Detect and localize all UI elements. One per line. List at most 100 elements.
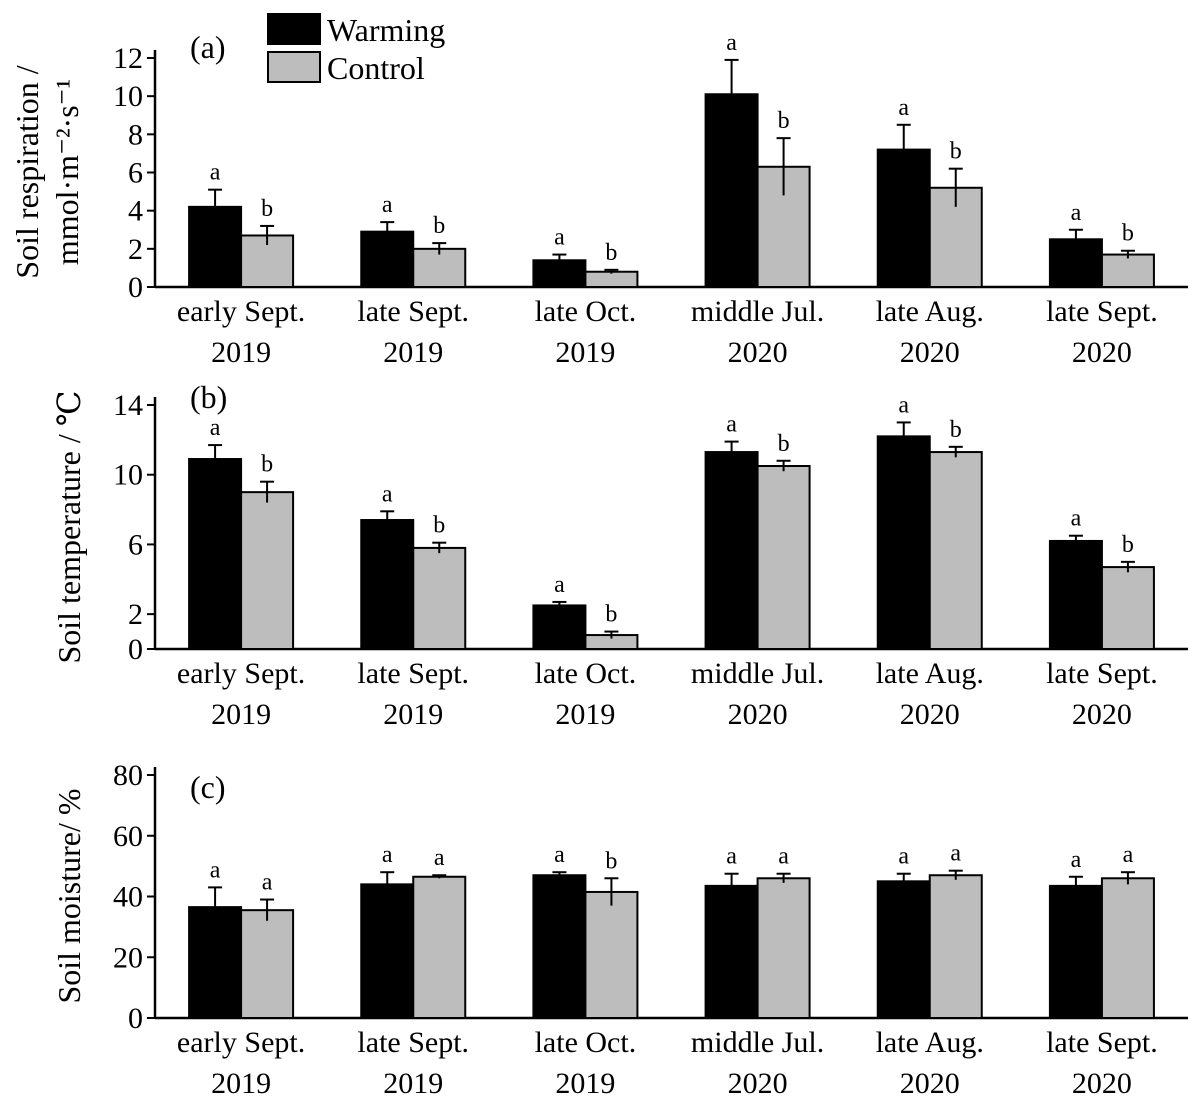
- y-axis-title: Soil moisture/ %: [51, 788, 87, 1003]
- y-tick-label: 10: [113, 459, 143, 492]
- x-tick-label-year: 2019: [555, 336, 615, 369]
- y-axis-title: Soil temperature / ℃: [51, 390, 87, 663]
- x-tick-label: late Sept.: [1046, 1026, 1158, 1059]
- significance-letter: b: [950, 139, 962, 165]
- x-tick-label-year: 2019: [383, 698, 443, 731]
- x-tick-label-year: 2019: [211, 698, 271, 731]
- panel-label: (a): [190, 29, 226, 65]
- x-tick-label-year: 2020: [1072, 1067, 1132, 1100]
- legend-label-warming: Warming: [327, 12, 445, 48]
- legend-label-control: Control: [327, 50, 425, 86]
- x-tick-label-year: 2020: [900, 1067, 960, 1100]
- x-tick-label: middle Jul.: [691, 657, 824, 690]
- significance-letter: a: [898, 95, 909, 121]
- legend: Warming Control: [267, 12, 445, 86]
- bar-control: [1100, 877, 1155, 1020]
- bar-control: [756, 165, 811, 288]
- x-tick-label-year: 2019: [383, 1067, 443, 1100]
- significance-letter: a: [210, 160, 221, 186]
- x-tick-label: middle Jul.: [691, 295, 824, 328]
- significance-letter: b: [261, 196, 273, 222]
- bar-warming: [360, 883, 415, 1019]
- significance-letter: b: [950, 417, 962, 443]
- legend-swatch-warming: [267, 13, 321, 45]
- bar-control: [584, 270, 639, 289]
- significance-letter: a: [726, 412, 737, 438]
- y-tick-label: 4: [128, 195, 143, 228]
- bar-control: [412, 875, 467, 1019]
- legend-swatch-control: [267, 51, 321, 83]
- panel-label: (c): [190, 769, 226, 805]
- bar-warming: [532, 604, 587, 651]
- bar-warming: [188, 458, 243, 650]
- x-tick-label-year: 2020: [900, 698, 960, 731]
- x-tick-label: late Sept.: [1046, 657, 1158, 690]
- y-tick-label: 12: [113, 42, 143, 75]
- y-tick-label: 20: [113, 941, 143, 974]
- significance-letter: a: [778, 844, 789, 870]
- x-tick-label: middle Jul.: [691, 1026, 824, 1059]
- significance-letter: b: [778, 108, 790, 134]
- significance-letter: a: [554, 842, 565, 868]
- x-tick-label: late Oct.: [535, 657, 637, 690]
- significance-letter: a: [382, 192, 393, 218]
- significance-letter: b: [605, 848, 617, 874]
- y-tick-label: 14: [113, 389, 143, 422]
- significance-letter: a: [726, 844, 737, 870]
- bar-warming: [704, 451, 759, 650]
- significance-letter: b: [433, 213, 445, 239]
- x-tick-label-year: 2019: [383, 336, 443, 369]
- y-tick-label: 6: [128, 528, 143, 561]
- y-tick-label: 2: [128, 233, 143, 266]
- x-tick-label-year: 2019: [211, 1067, 271, 1100]
- significance-letter: b: [1122, 532, 1134, 558]
- y-axis-title: Soil respiration /: [9, 65, 45, 278]
- significance-letter: a: [262, 870, 273, 896]
- bar-warming: [1048, 884, 1103, 1020]
- bar-warming: [360, 519, 415, 650]
- x-tick-label-year: 2020: [728, 698, 788, 731]
- x-tick-label: early Sept.: [177, 657, 305, 690]
- y-tick-label: 2: [128, 598, 143, 631]
- y-tick-label: 0: [128, 633, 143, 666]
- bar-control: [240, 491, 295, 650]
- significance-letter: a: [1071, 506, 1082, 532]
- y-tick-label: 0: [128, 1002, 143, 1035]
- significance-letter: b: [605, 602, 617, 628]
- x-tick-label: late Sept.: [357, 657, 469, 690]
- significance-letter: a: [1123, 842, 1134, 868]
- significance-letter: b: [778, 431, 790, 457]
- x-tick-label: late Sept.: [357, 1026, 469, 1059]
- significance-letter: b: [433, 513, 445, 539]
- x-tick-label-year: 2020: [728, 336, 788, 369]
- bar-control: [1100, 566, 1155, 650]
- x-tick-label: late Sept.: [1046, 295, 1158, 328]
- bar-control: [240, 909, 295, 1020]
- x-tick-label: late Aug.: [876, 295, 984, 328]
- x-tick-label: late Aug.: [876, 657, 984, 690]
- bar-control: [928, 451, 983, 650]
- y-tick-label: 60: [113, 820, 143, 853]
- bar-warming: [876, 880, 931, 1019]
- bar-control: [928, 874, 983, 1019]
- significance-letter: b: [1122, 221, 1134, 247]
- x-tick-label-year: 2020: [728, 1067, 788, 1100]
- significance-letter: b: [605, 240, 617, 266]
- x-tick-label: late Aug.: [876, 1026, 984, 1059]
- significance-letter: a: [554, 225, 565, 251]
- x-tick-label: early Sept.: [177, 1026, 305, 1059]
- x-tick-label-year: 2019: [555, 1067, 615, 1100]
- significance-letter: b: [261, 452, 273, 478]
- bar-control: [584, 890, 639, 1019]
- bar-warming: [704, 884, 759, 1020]
- significance-letter: a: [1071, 847, 1082, 873]
- y-tick-label: 10: [113, 80, 143, 113]
- significance-letter: a: [554, 572, 565, 598]
- y-tick-label: 80: [113, 759, 143, 792]
- y-tick-label: 6: [128, 157, 143, 190]
- x-tick-label-year: 2020: [1072, 698, 1132, 731]
- y-axis-unit: mmol·m⁻²·s⁻¹: [49, 79, 85, 265]
- x-tick-label-year: 2019: [211, 336, 271, 369]
- significance-letter: a: [898, 392, 909, 418]
- x-tick-label: late Oct.: [535, 295, 637, 328]
